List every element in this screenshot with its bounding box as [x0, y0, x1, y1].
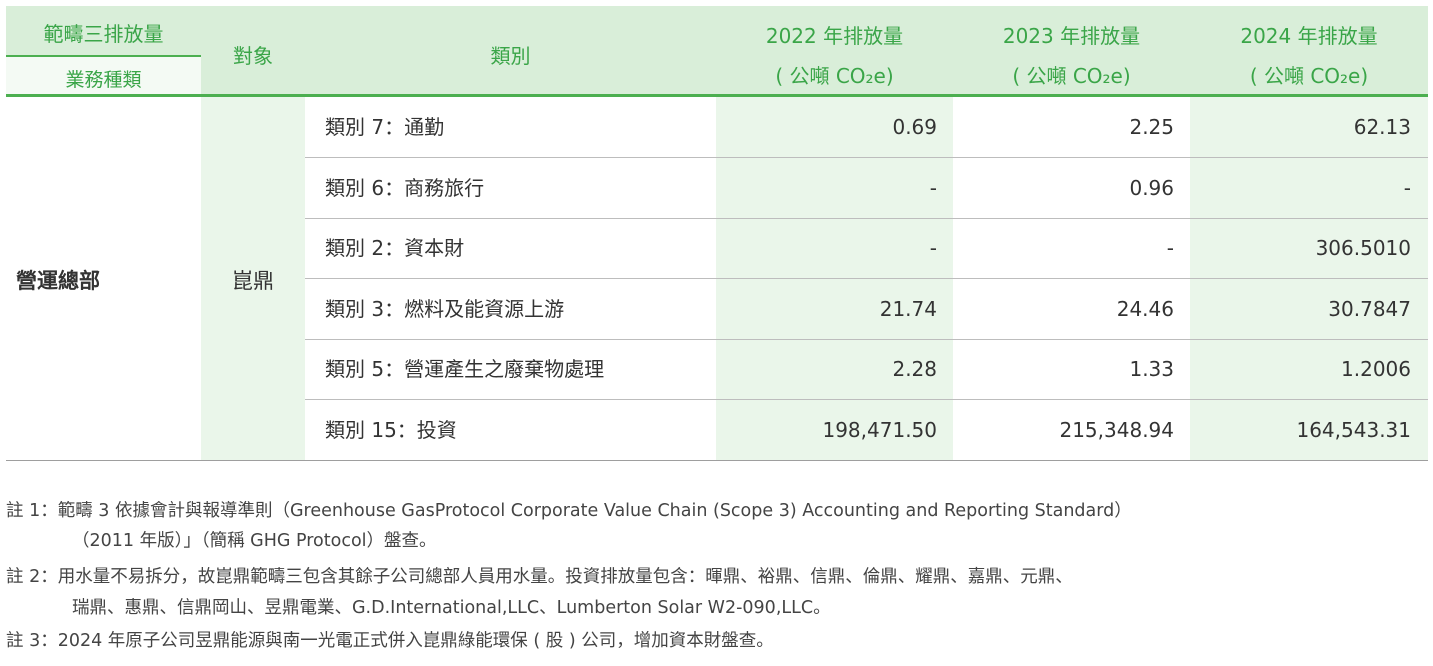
- value-2024: -: [1403, 175, 1411, 200]
- note-label: 註 3：: [6, 631, 58, 651]
- value-2024: 306.5010: [1315, 236, 1411, 260]
- unit-2024-header: ( 公噸 CO₂e): [1249, 64, 1369, 88]
- target-column-shade: [201, 97, 305, 460]
- value-2023: -: [1166, 236, 1174, 260]
- table-row: 類別 2：資本財 - - 306.5010: [305, 218, 1428, 279]
- target-header: 對象: [233, 44, 273, 68]
- value-2023: 2.25: [1129, 115, 1174, 139]
- value-2022: 2.28: [892, 357, 937, 381]
- category-cell: 類別 5：營運產生之廢棄物處理: [325, 357, 605, 381]
- business-type-header: 業務種類: [65, 69, 142, 91]
- value-2023: 0.96: [1129, 175, 1174, 200]
- category-cell: 類別 3：燃料及能資源上游: [325, 296, 565, 321]
- category-cell: 類別 2：資本財: [325, 236, 465, 260]
- value-2023: 1.33: [1129, 357, 1174, 381]
- header-bottom-rule: [6, 94, 1428, 97]
- note-label: 註 1：: [6, 501, 58, 521]
- note-1: 註 1：範疇 3 依據會計與報導準則（Greenhouse GasProtoco…: [6, 497, 1132, 522]
- business-type-cell: 營運總部: [16, 269, 100, 293]
- table-row: 類別 6：商務旅行 - 0.96 -: [305, 158, 1428, 219]
- note-3: 註 3：2024 年原子公司昱鼎能源與南一光電正式併入崑鼎綠能環保 ( 股 ) …: [6, 627, 774, 652]
- note-2: 註 2：用水量不易拆分，故崑鼎範疇三包含其餘子公司總部人員用水量。投資排放量包含…: [6, 563, 1073, 588]
- category-cell: 類別 7：通勤: [325, 115, 445, 139]
- value-2024: 164,543.31: [1296, 417, 1411, 442]
- value-2022: -: [929, 236, 937, 260]
- header-divider: [6, 55, 201, 57]
- business-type-header-cell: [6, 57, 201, 95]
- table-row: 類別 15：投資 198,471.50 215,348.94 164,543.3…: [305, 400, 1428, 460]
- table-row: 類別 5：營運產生之廢棄物處理 2.28 1.33 1.2006: [305, 339, 1428, 400]
- category-cell: 類別 15：投資: [325, 417, 457, 442]
- year-2024-header: 2024 年排放量: [1240, 24, 1378, 48]
- value-2024: 62.13: [1353, 115, 1411, 139]
- table-row: 類別 3：燃料及能資源上游 21.74 24.46 30.7847: [305, 279, 1428, 340]
- table-bottom-rule: [6, 460, 1428, 461]
- value-2022: 198,471.50: [822, 417, 937, 442]
- value-2023: 24.46: [1116, 296, 1174, 321]
- value-2022: 21.74: [879, 296, 937, 321]
- unit-2023-header: ( 公噸 CO₂e): [1012, 64, 1131, 88]
- note-2-cont: 瑞鼎、惠鼎、信鼎岡山、昱鼎電業、G.D.International,LLC、Lu…: [72, 598, 831, 618]
- scope-header: 範疇三排放量: [43, 22, 164, 46]
- value-2022: 0.69: [892, 115, 937, 139]
- unit-2022-header: ( 公噸 CO₂e): [775, 64, 894, 88]
- year-2023-header: 2023 年排放量: [1002, 24, 1141, 48]
- note-text: 用水量不易拆分，故崑鼎範疇三包含其餘子公司總部人員用水量。投資排放量包含：暉鼎、…: [57, 567, 1073, 587]
- category-cell: 類別 6：商務旅行: [325, 175, 485, 200]
- value-2024: 30.7847: [1328, 296, 1411, 321]
- note-1-cont: （2011 年版）」（簡稱 GHG Protocol）盤查。: [72, 531, 437, 551]
- note-text: 範疇 3 依據會計與報導準則（Greenhouse GasProtocol Co…: [57, 501, 1132, 521]
- table-row: 類別 7：通勤 0.69 2.25 62.13: [305, 97, 1428, 158]
- value-2022: -: [929, 175, 937, 200]
- category-header: 類別: [490, 44, 531, 68]
- year-2022-header: 2022 年排放量: [765, 24, 904, 48]
- note-text: 2024 年原子公司昱鼎能源與南一光電正式併入崑鼎綠能環保 ( 股 ) 公司，增…: [57, 631, 774, 651]
- table-header: [6, 6, 1428, 95]
- value-2024: 1.2006: [1341, 357, 1411, 381]
- note-label: 註 2：: [6, 567, 58, 587]
- value-2023: 215,348.94: [1059, 417, 1174, 442]
- target-cell: 崑鼎: [232, 269, 274, 293]
